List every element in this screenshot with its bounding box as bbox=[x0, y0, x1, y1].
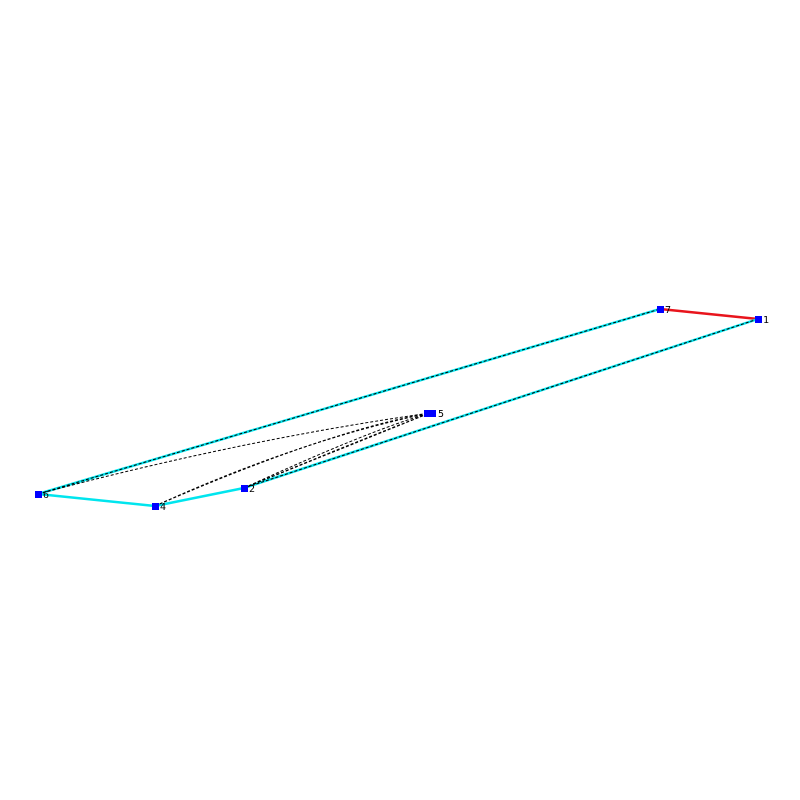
node bbox=[429, 410, 436, 417]
dashed-edge bbox=[37, 308, 661, 495]
node bbox=[657, 306, 664, 313]
node-label: 1 bbox=[763, 315, 769, 326]
nodes: 1 7 5 2 4 6 bbox=[35, 305, 769, 513]
node-label: 5 bbox=[438, 409, 444, 420]
node bbox=[424, 410, 431, 417]
dashed-edge bbox=[154, 412, 431, 507]
node-label: 2 bbox=[249, 484, 255, 495]
node-label: 4 bbox=[160, 502, 166, 513]
node-label: 6 bbox=[43, 490, 49, 501]
node-label: 7 bbox=[665, 305, 671, 316]
node bbox=[152, 503, 159, 510]
edge bbox=[154, 486, 245, 508]
dashed-edge bbox=[243, 412, 431, 489]
node bbox=[755, 316, 762, 323]
dashed-edge bbox=[37, 412, 431, 495]
edge bbox=[659, 307, 759, 321]
dashed-edge bbox=[243, 318, 759, 489]
edges bbox=[37, 307, 759, 508]
edge bbox=[37, 492, 156, 508]
node bbox=[241, 485, 248, 492]
node bbox=[35, 491, 42, 498]
dashed-edge bbox=[243, 412, 431, 489]
